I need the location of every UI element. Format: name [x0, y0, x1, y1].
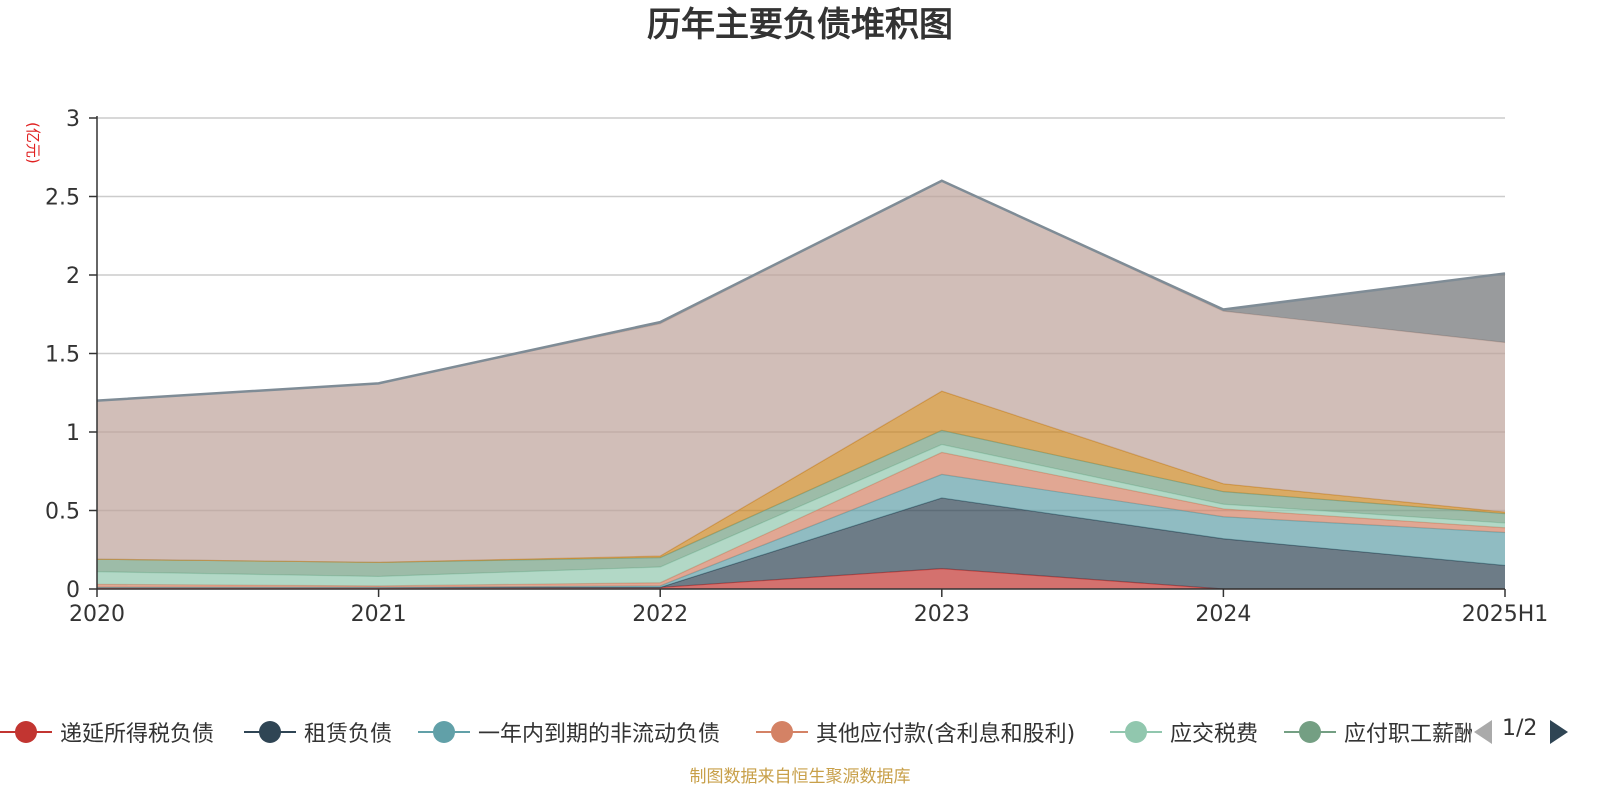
- chart-title: 历年主要负债堆积图: [647, 5, 953, 45]
- x-tick-labels: 2020 2021 2022 2023 2024 2025H1: [69, 602, 1548, 627]
- legend-item-2[interactable]: 一年内到期的非流动负债: [418, 712, 720, 752]
- x-tick-label: 2020: [69, 602, 125, 627]
- legend-item-3[interactable]: 其他应付款(含利息和股利): [756, 712, 1075, 752]
- area-series-7: [97, 180, 1505, 563]
- area-series-2: [97, 474, 1505, 588]
- legend-pager: 1/2: [1474, 712, 1600, 752]
- legend-items: 递延所得税负债 租赁负债 一年内到期的非流动负债 其他应付款(含利息和股利) 应交税费 应…: [0, 712, 1472, 752]
- legend-item-4[interactable]: 应交税费: [1110, 712, 1258, 752]
- y-tick-labels: 0 0.5 1 1.5 2 2.5 3: [45, 107, 80, 603]
- x-tick-label: 2021: [351, 602, 407, 627]
- x-tick-label: 2025H1: [1462, 602, 1549, 627]
- y-tick-label: 3: [66, 107, 80, 132]
- legend-marker-icon: [244, 712, 296, 752]
- y-axis-unit-label: (亿元): [22, 122, 52, 172]
- legend-marker-icon: [756, 712, 808, 752]
- legend-marker-icon: [0, 712, 52, 752]
- legend-marker-icon: [1110, 712, 1162, 752]
- area-series-edge-3: [96, 451, 1506, 587]
- y-tick-label: 1: [66, 421, 80, 446]
- y-tick-label: 2.5: [45, 186, 80, 211]
- axes: [96, 116, 1506, 597]
- legend-label: 一年内到期的非流动负债: [478, 722, 721, 747]
- area-series-layer: [96, 179, 1506, 590]
- legend-label: 租赁负债: [304, 722, 393, 747]
- stacked-area-chart: 0 0.5 1 1.5 2 2.5 3 2020 2021 2022 2023 2024 2025H1: [45, 107, 1548, 627]
- y-tick-label: 0: [66, 578, 80, 603]
- legend: 递延所得税负债 租赁负债 一年内到期的非流动负债 其他应付款(含利息和股利) 应交税费 应…: [0, 712, 1600, 752]
- legend-label: 应付职工薪酬: [1344, 722, 1472, 747]
- area-series-5: [97, 430, 1505, 577]
- legend-label: 应交税费: [1170, 722, 1259, 747]
- total-outline: [96, 179, 1506, 402]
- area-series-3: [97, 452, 1505, 588]
- area-series-4: [97, 444, 1505, 586]
- x-tick-label: 2024: [1195, 602, 1251, 627]
- legend-page-indicator: 1/2: [1502, 716, 1538, 741]
- x-tick-label: 2022: [632, 602, 688, 627]
- legend-marker-icon: [1284, 712, 1336, 752]
- data-source-note: 制图数据来自恒生聚源数据库: [689, 767, 911, 787]
- legend-label: 递延所得税负债: [60, 722, 215, 747]
- y-tick-label: 2: [66, 264, 80, 289]
- legend-label: 其他应付款(含利息和股利): [816, 722, 1076, 747]
- y-tick-label: 1.5: [45, 343, 80, 368]
- legend-item-5[interactable]: 应付职工薪酬: [1284, 712, 1472, 752]
- legend-marker-icon: [418, 712, 470, 752]
- legend-next-page-icon[interactable]: [1550, 720, 1568, 744]
- legend-prev-page-icon[interactable]: [1474, 720, 1492, 744]
- y-axis-unit-text: (亿元): [24, 122, 42, 164]
- x-tick-label: 2023: [914, 602, 970, 627]
- area-series-6: [97, 391, 1505, 563]
- area-series-1: [97, 497, 1505, 589]
- y-tick-label: 0.5: [45, 500, 80, 525]
- legend-item-0[interactable]: 递延所得税负债: [0, 712, 214, 752]
- legend-item-1[interactable]: 租赁负债: [244, 712, 392, 752]
